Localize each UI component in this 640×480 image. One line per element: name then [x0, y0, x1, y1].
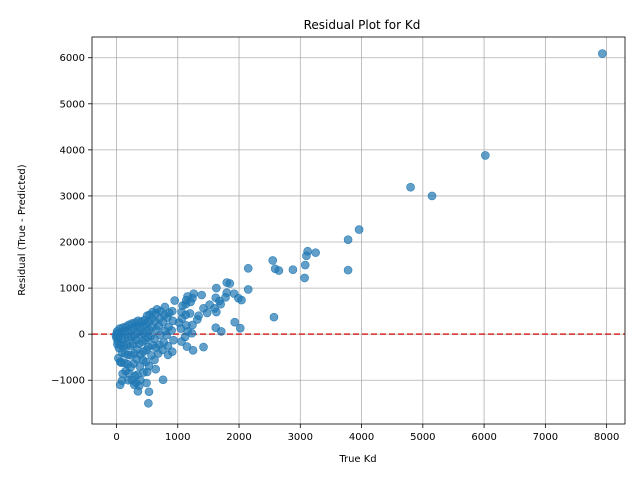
- data-point: [182, 342, 192, 351]
- y-tick-label: 1000: [60, 284, 85, 295]
- data-point: [427, 191, 437, 201]
- grid-lines: [92, 37, 625, 424]
- data-point: [144, 387, 154, 397]
- data-point: [354, 225, 364, 234]
- x-axis-label: True Kd: [338, 454, 376, 465]
- data-point: [113, 339, 122, 349]
- x-tick-label: 2000: [226, 432, 251, 443]
- data-point: [243, 285, 253, 294]
- data-point: [212, 283, 221, 293]
- data-point: [133, 386, 143, 396]
- data-point: [199, 304, 208, 313]
- y-tick-label: 0: [79, 330, 85, 341]
- plot-frame: [91, 36, 626, 425]
- y-axis-label: Residual (True - Predicted): [17, 164, 28, 295]
- data-point: [598, 49, 607, 58]
- data-point: [343, 235, 353, 245]
- data-point: [115, 357, 125, 367]
- x-tick-label: 8000: [594, 432, 619, 443]
- data-point: [211, 323, 221, 333]
- data-point: [177, 337, 186, 346]
- data-point: [268, 256, 278, 265]
- y-tick-label: −1000: [51, 376, 85, 387]
- y-tick-label: 6000: [60, 53, 85, 64]
- data-point: [222, 278, 232, 287]
- data-point: [115, 380, 125, 390]
- data-point: [269, 312, 279, 322]
- data-point: [158, 375, 168, 385]
- x-tick-label: 0: [113, 432, 119, 443]
- data-point: [211, 293, 221, 303]
- data-point: [311, 248, 320, 257]
- axis-ticks: 0 1000 2000 3000 4000 5000 6000 7000 8000 −1000 0 1…: [51, 53, 619, 443]
- y-tick-label: 5000: [60, 99, 85, 110]
- data-point: [144, 398, 153, 408]
- x-tick-label: 1000: [165, 432, 190, 443]
- data-point: [169, 335, 178, 345]
- x-tick-label: 5000: [410, 432, 435, 443]
- data-point: [481, 151, 490, 160]
- y-tick-label: 2000: [60, 238, 85, 249]
- data-point: [230, 317, 240, 327]
- data-point: [300, 273, 309, 283]
- x-tick-label: 6000: [471, 432, 496, 443]
- x-tick-label: 4000: [349, 432, 374, 443]
- scatter-points: [111, 49, 607, 408]
- data-point: [199, 342, 208, 352]
- data-point: [163, 350, 173, 360]
- data-point: [170, 296, 180, 305]
- data-point: [300, 260, 310, 270]
- data-point: [302, 251, 311, 261]
- data-point: [270, 264, 280, 274]
- data-point: [406, 182, 415, 192]
- data-point: [288, 265, 298, 274]
- chart-title: Residual Plot for Kd: [304, 18, 421, 32]
- y-tick-label: 3000: [60, 191, 85, 202]
- x-tick-label: 7000: [533, 432, 558, 443]
- data-point: [235, 323, 245, 333]
- x-tick-label: 3000: [288, 432, 313, 443]
- data-point: [343, 265, 353, 275]
- data-point: [147, 351, 156, 360]
- data-point: [197, 290, 206, 300]
- data-point: [111, 331, 121, 340]
- y-tick-label: 4000: [60, 145, 85, 156]
- data-point: [229, 289, 239, 298]
- data-point: [243, 263, 253, 273]
- data-point: [193, 315, 202, 324]
